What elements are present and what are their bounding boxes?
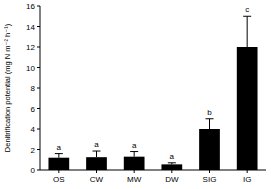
x-tick-label: DW	[165, 175, 179, 184]
x-tick	[171, 170, 172, 173]
significance-letter: b	[207, 108, 212, 117]
y-tick	[37, 26, 40, 27]
significance-letter: c	[245, 5, 249, 14]
error-bar	[55, 154, 63, 158]
error-cap	[130, 151, 138, 152]
error-bar	[130, 152, 138, 157]
error-line	[96, 151, 97, 157]
bar	[237, 47, 258, 170]
bar	[161, 164, 182, 170]
x-tick	[134, 170, 135, 173]
error-cap	[206, 118, 214, 119]
y-tick	[37, 108, 40, 109]
y-tick-label: 0	[31, 166, 36, 175]
error-bar	[168, 163, 176, 165]
y-tick	[37, 170, 40, 171]
y-tick-label: 2	[31, 146, 36, 155]
chart: a a a a b c 0 2 4 6 8 10 12 14 16 OS CW MW DW SIG IG Denitrif…	[0, 0, 271, 189]
significance-letter: a	[132, 141, 137, 150]
y-tick	[37, 129, 40, 130]
y-tick	[37, 6, 40, 7]
error-cap	[93, 151, 101, 152]
x-tick-label: SIG	[203, 175, 217, 184]
y-tick	[37, 67, 40, 68]
x-tick	[209, 170, 210, 173]
bar	[124, 157, 145, 170]
bar	[86, 157, 107, 170]
y-axis-label: Denitrification potential (mg N m⁻² h⁻¹)	[3, 23, 12, 152]
y-tick-label: 6	[31, 105, 36, 114]
y-tick	[37, 47, 40, 48]
y-tick-label: 8	[31, 84, 36, 93]
y-tick	[37, 149, 40, 150]
error-cap	[168, 162, 176, 163]
y-tick-label: 14	[26, 23, 35, 32]
error-bar	[206, 119, 214, 129]
error-bar	[243, 16, 251, 47]
error-cap	[243, 16, 251, 17]
x-tick-label: IG	[243, 175, 251, 184]
error-bar	[93, 151, 101, 157]
x-tick-label: CW	[90, 175, 104, 184]
x-tick	[96, 170, 97, 173]
x-axis	[40, 170, 266, 171]
error-line	[134, 152, 135, 157]
error-line	[58, 154, 59, 158]
y-tick-label: 10	[26, 64, 35, 73]
x-tick	[58, 170, 59, 173]
y-tick	[37, 88, 40, 89]
error-line	[209, 119, 210, 129]
x-tick-label: OS	[53, 175, 65, 184]
y-tick-label: 16	[26, 2, 35, 11]
y-tick-label: 12	[26, 43, 35, 52]
bar	[199, 129, 220, 170]
x-tick	[247, 170, 248, 173]
plot-area	[48, 16, 257, 170]
x-tick-label: MW	[127, 175, 142, 184]
error-line	[247, 16, 248, 47]
y-tick-label: 4	[31, 125, 36, 134]
significance-letter: a	[170, 152, 175, 161]
error-cap	[55, 153, 63, 154]
bar	[48, 158, 69, 170]
significance-letter: a	[57, 143, 62, 152]
significance-letter: a	[94, 140, 99, 149]
